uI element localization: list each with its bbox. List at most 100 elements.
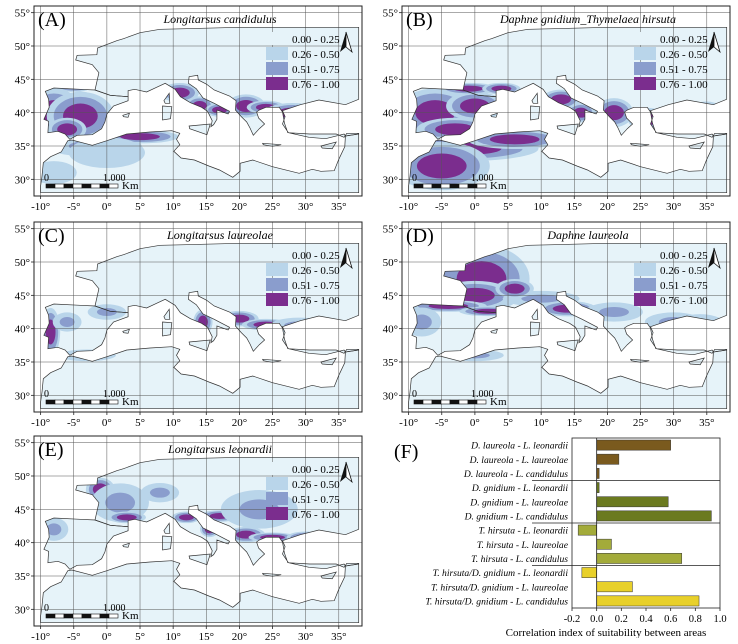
coastline <box>556 123 579 136</box>
category-label: T. hirsuta/D. gnidium - L. candidulus <box>425 596 568 607</box>
bar <box>596 439 671 451</box>
suitability-core <box>105 492 136 513</box>
x-axis-label: Correlation index of suitability between… <box>506 627 707 638</box>
coastline <box>40 130 360 194</box>
land-area <box>557 124 579 135</box>
land-area <box>320 572 337 579</box>
lat-tick-label: 40° <box>15 108 30 120</box>
lat-tick-label: 55° <box>15 438 30 450</box>
lon-tick-label: 35° <box>331 417 346 429</box>
legend-label: 0.00 - 0.25 <box>660 250 708 262</box>
lon-tick-label: -10° <box>31 201 50 213</box>
bar <box>596 510 712 522</box>
legend-label: 0.76 - 1.00 <box>660 295 708 307</box>
map-title: Daphne laureola <box>546 228 628 242</box>
lon-tick-label: 35° <box>699 201 714 213</box>
land-area <box>162 106 172 120</box>
legend-label: 0.51 - 0.75 <box>660 280 708 292</box>
lon-tick-label: 20° <box>232 417 247 429</box>
lon-tick-label: 25° <box>265 417 280 429</box>
coastline <box>630 358 650 363</box>
scale-unit-label: Km <box>122 180 139 192</box>
lat-tick-label: 40° <box>15 538 30 550</box>
lon-tick-label: 30° <box>298 417 313 429</box>
lon-tick-label: 10° <box>165 417 180 429</box>
lon-tick-label: 20° <box>600 417 615 429</box>
lon-tick-label: 5° <box>135 631 145 643</box>
lon-tick-label: 0° <box>102 201 112 213</box>
category-label: T. hirsuta - L. laureolae <box>477 540 569 551</box>
coastline <box>530 321 541 337</box>
land-area <box>320 142 337 149</box>
legend-swatch <box>266 47 288 60</box>
scale-bar <box>413 183 487 189</box>
coastline <box>188 553 211 566</box>
x-tick-label: 0.0 <box>590 614 603 625</box>
coastline <box>163 308 171 320</box>
scale-distance-label: 1.000 <box>103 173 126 184</box>
scale-bar <box>413 399 487 405</box>
legend-swatch <box>266 263 288 276</box>
lon-tick-label: 0° <box>470 201 480 213</box>
north-arrow-icon <box>708 31 721 54</box>
map-panel-a: 55° 50° 45° 40° 35° 30° -10° -5° 0° 5° 10° 15° 20° 25… <box>0 0 368 214</box>
scale-zero-label: 0 <box>44 603 49 614</box>
land-area <box>163 309 170 320</box>
suitability-core <box>149 487 170 498</box>
legend-swatch <box>634 263 656 276</box>
panel-letter: (E) <box>38 439 64 461</box>
panel-letter: (D) <box>406 225 434 247</box>
coastline <box>443 26 728 140</box>
coastline <box>163 92 171 104</box>
coastline <box>408 346 728 410</box>
panel-letter: (C) <box>38 225 65 247</box>
land-area <box>530 106 540 120</box>
lat-tick-label: 50° <box>383 257 398 269</box>
bar <box>596 453 620 465</box>
legend-label: 0.76 - 1.00 <box>660 79 708 91</box>
lat-tick-label: 45° <box>15 504 30 516</box>
legend-swatch <box>634 248 656 261</box>
bar <box>596 553 683 564</box>
coastline <box>75 26 360 140</box>
coastline <box>75 456 360 570</box>
panel-letter: (F) <box>394 441 418 463</box>
lat-tick-label: 55° <box>383 8 398 20</box>
coastline <box>408 130 728 194</box>
suitability-core <box>116 514 137 521</box>
suitability-core <box>489 134 540 145</box>
bar <box>577 524 597 536</box>
land-area <box>189 340 211 351</box>
lon-tick-label: 25° <box>265 201 280 213</box>
scale-distance-label: 1.000 <box>103 389 126 400</box>
lon-tick-label: 5° <box>135 417 145 429</box>
coastline <box>630 142 650 147</box>
lon-tick-label: 15° <box>567 417 582 429</box>
coastline <box>531 308 539 320</box>
map-title: Longitarsus candidulus <box>162 12 276 26</box>
legend-swatch <box>266 77 288 90</box>
legend-label: 0.26 - 0.50 <box>660 49 708 61</box>
x-tick-label: -0.2 <box>564 614 581 625</box>
category-label: D. laureola - L. laureolae <box>469 455 569 466</box>
lat-tick-label: 45° <box>15 74 30 86</box>
lon-tick-label: 20° <box>600 201 615 213</box>
lon-tick-label: 25° <box>633 417 648 429</box>
lon-tick-label: 30° <box>298 201 313 213</box>
lat-tick-label: 40° <box>383 324 398 336</box>
category-label: T. hirsuta/D. gnidium - L. laureolae <box>431 582 569 593</box>
lon-tick-label: -5° <box>67 417 81 429</box>
land-area <box>531 309 538 320</box>
lat-tick-label: 40° <box>15 324 30 336</box>
legend-swatch <box>634 47 656 60</box>
category-label: D. laureola - L. candidulus <box>463 469 568 480</box>
scale-unit-label: Km <box>490 180 507 192</box>
category-label: T. hirsuta/D. gnidium - L. leonardii <box>433 568 569 579</box>
scale-bar <box>45 399 119 405</box>
legend-swatch <box>634 62 656 75</box>
coastline <box>320 357 337 366</box>
suitability-core <box>178 514 194 521</box>
scale-zero-label: 0 <box>44 173 49 184</box>
map-title: Daphne gnidium_Thymelaea hirsuta <box>499 12 676 26</box>
lat-tick-label: 55° <box>15 224 30 236</box>
